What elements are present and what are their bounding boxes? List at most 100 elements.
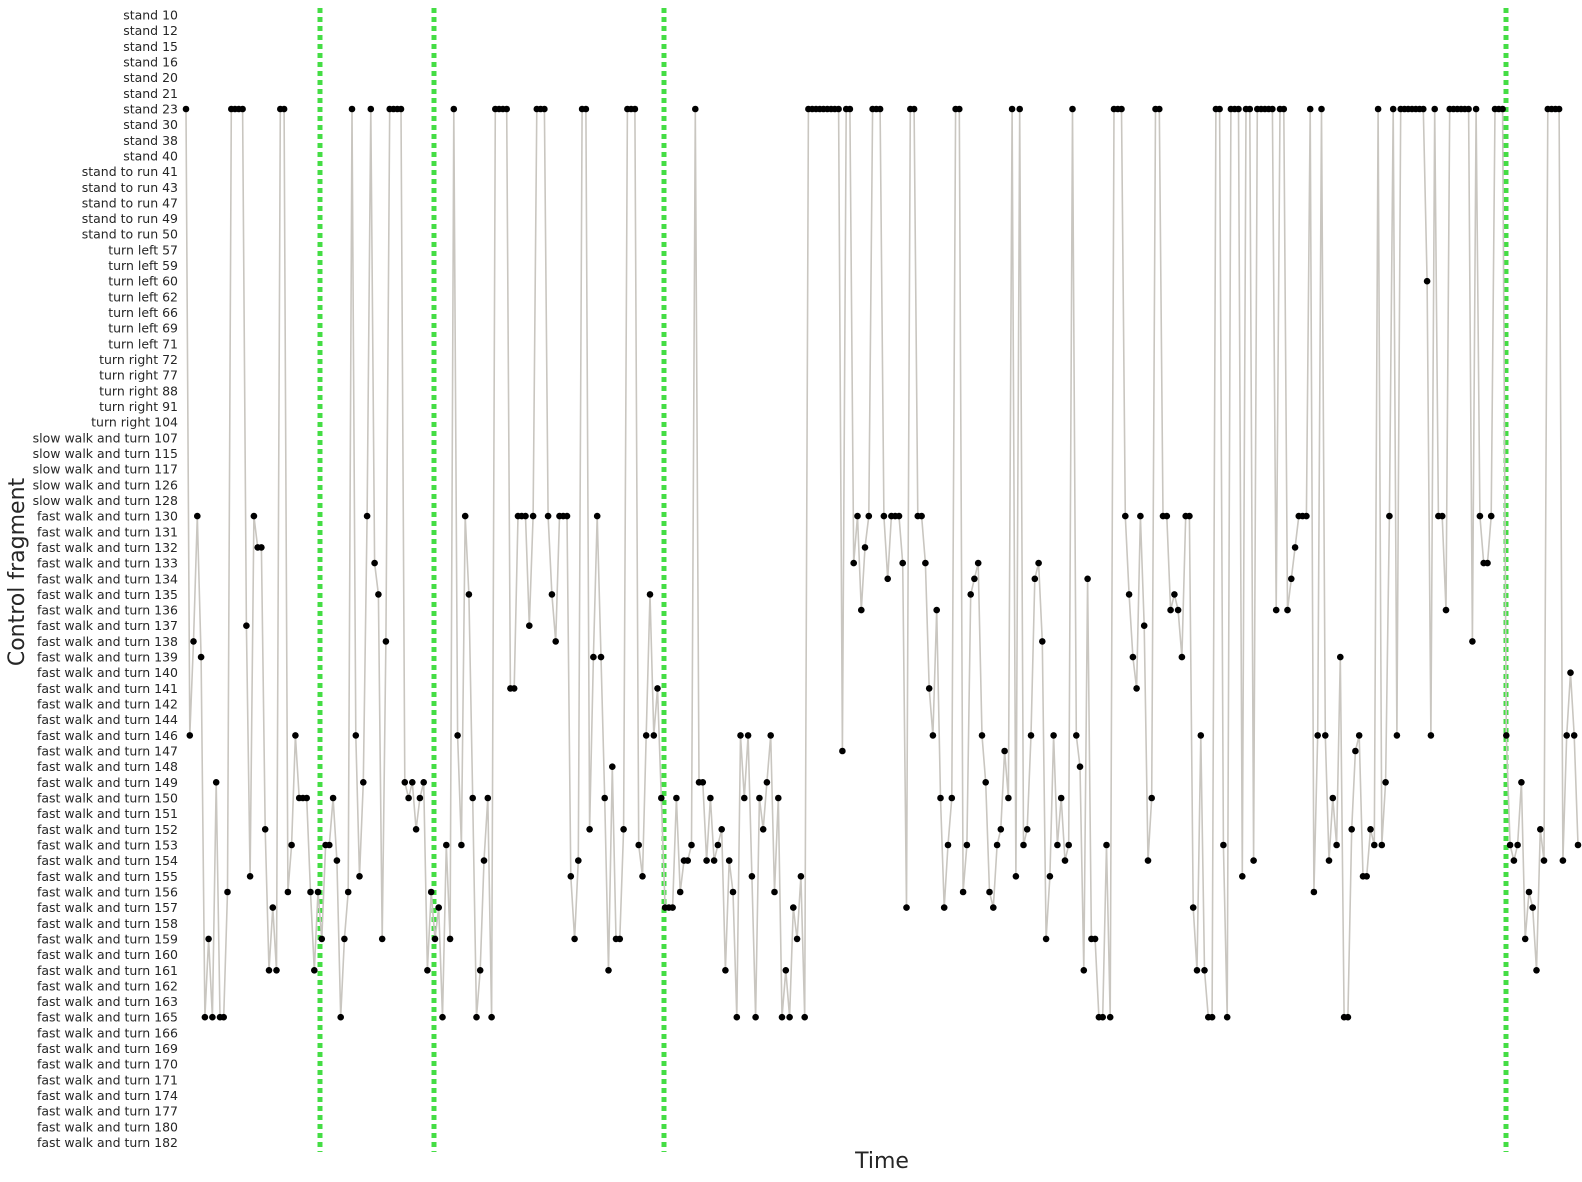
data-point	[1389, 105, 1397, 113]
data-point	[552, 638, 559, 645]
data-point	[1246, 105, 1254, 113]
y-tick-label: fast walk and turn 169	[37, 1041, 178, 1056]
data-point	[1189, 904, 1197, 911]
y-tick-label: fast walk and turn 155	[37, 869, 178, 884]
data-point	[541, 105, 548, 113]
data-point	[269, 904, 277, 911]
data-point	[288, 841, 295, 849]
data-point	[250, 512, 258, 520]
y-tick-label: fast walk and turn 161	[37, 963, 178, 978]
data-point	[1476, 512, 1484, 520]
data-point	[1201, 967, 1208, 974]
data-point	[1510, 857, 1518, 864]
data-point	[775, 794, 782, 802]
data-point	[1042, 935, 1050, 943]
data-point	[582, 105, 590, 113]
data-point	[382, 638, 390, 645]
data-point	[1325, 857, 1333, 864]
data-point	[212, 779, 220, 786]
data-point	[1529, 904, 1536, 911]
data-point	[548, 591, 556, 598]
data-point	[261, 826, 269, 833]
data-point	[1487, 512, 1495, 520]
data-point	[1069, 105, 1076, 113]
y-tick-label: fast walk and turn 137	[37, 618, 178, 633]
data-point	[850, 559, 857, 567]
y-tick-label: fast walk and turn 182	[37, 1135, 178, 1150]
data-point	[801, 1013, 808, 1021]
data-point	[1506, 841, 1514, 849]
data-point	[620, 826, 627, 833]
data-point	[937, 794, 944, 802]
data-point	[616, 935, 624, 943]
data-point	[446, 935, 454, 943]
data-point	[865, 512, 873, 520]
data-point	[593, 512, 601, 520]
data-point	[835, 105, 842, 113]
data-point	[1178, 653, 1186, 661]
data-point	[1012, 873, 1020, 880]
series-points	[182, 105, 1582, 1021]
data-point	[910, 105, 918, 113]
data-point	[1393, 732, 1401, 739]
y-tick-label: fast walk and turn 135	[37, 587, 178, 602]
data-point	[974, 559, 982, 567]
data-point	[1050, 732, 1057, 739]
y-tick-label: turn left 71	[108, 336, 178, 351]
data-point	[1133, 685, 1140, 692]
data-point	[427, 888, 435, 896]
data-point	[1103, 841, 1110, 849]
y-tick-label: fast walk and turn 171	[37, 1072, 178, 1087]
data-point	[1084, 575, 1091, 583]
data-point	[880, 512, 888, 520]
data-point	[1035, 559, 1042, 567]
data-point	[1563, 732, 1570, 739]
data-point	[793, 935, 801, 943]
y-tick-label: turn left 69	[108, 321, 178, 336]
data-point	[1288, 575, 1295, 583]
data-point	[933, 606, 940, 614]
data-point	[846, 105, 854, 113]
y-tick-label: fast walk and turn 142	[37, 697, 178, 712]
data-point	[756, 794, 763, 802]
data-point	[903, 904, 910, 911]
data-point	[635, 841, 642, 849]
data-point	[529, 512, 537, 520]
data-point	[186, 732, 194, 739]
data-point	[243, 622, 250, 629]
data-point	[956, 105, 963, 113]
data-point	[1484, 559, 1491, 567]
data-point	[1329, 794, 1337, 802]
data-point	[205, 935, 212, 943]
y-tick-label: fast walk and turn 136	[37, 603, 178, 618]
data-point	[1076, 763, 1084, 770]
data-point	[741, 794, 748, 802]
data-point	[861, 544, 869, 551]
y-tick-label: stand 10	[123, 8, 178, 23]
data-point	[876, 105, 884, 113]
data-point	[925, 685, 933, 692]
data-point	[194, 512, 201, 520]
data-point	[1125, 591, 1133, 598]
data-point	[854, 512, 861, 520]
data-point	[684, 857, 691, 864]
data-point	[246, 873, 254, 880]
data-point	[454, 732, 461, 739]
data-point	[503, 105, 511, 113]
data-point	[771, 888, 778, 896]
data-point	[405, 794, 412, 802]
y-tick-label: fast walk and turn 133	[37, 556, 178, 571]
data-point	[292, 732, 299, 739]
data-point	[922, 559, 929, 567]
data-point	[1144, 857, 1152, 864]
data-point	[967, 591, 974, 598]
data-point	[692, 105, 699, 113]
data-point	[1303, 512, 1310, 520]
data-point	[884, 575, 891, 583]
y-tick-label: slow walk and turn 115	[33, 446, 178, 461]
data-point	[654, 685, 661, 692]
data-point	[439, 1013, 446, 1021]
data-point	[963, 841, 971, 849]
data-point	[337, 1013, 345, 1021]
y-tick-label: fast walk and turn 148	[37, 759, 178, 774]
